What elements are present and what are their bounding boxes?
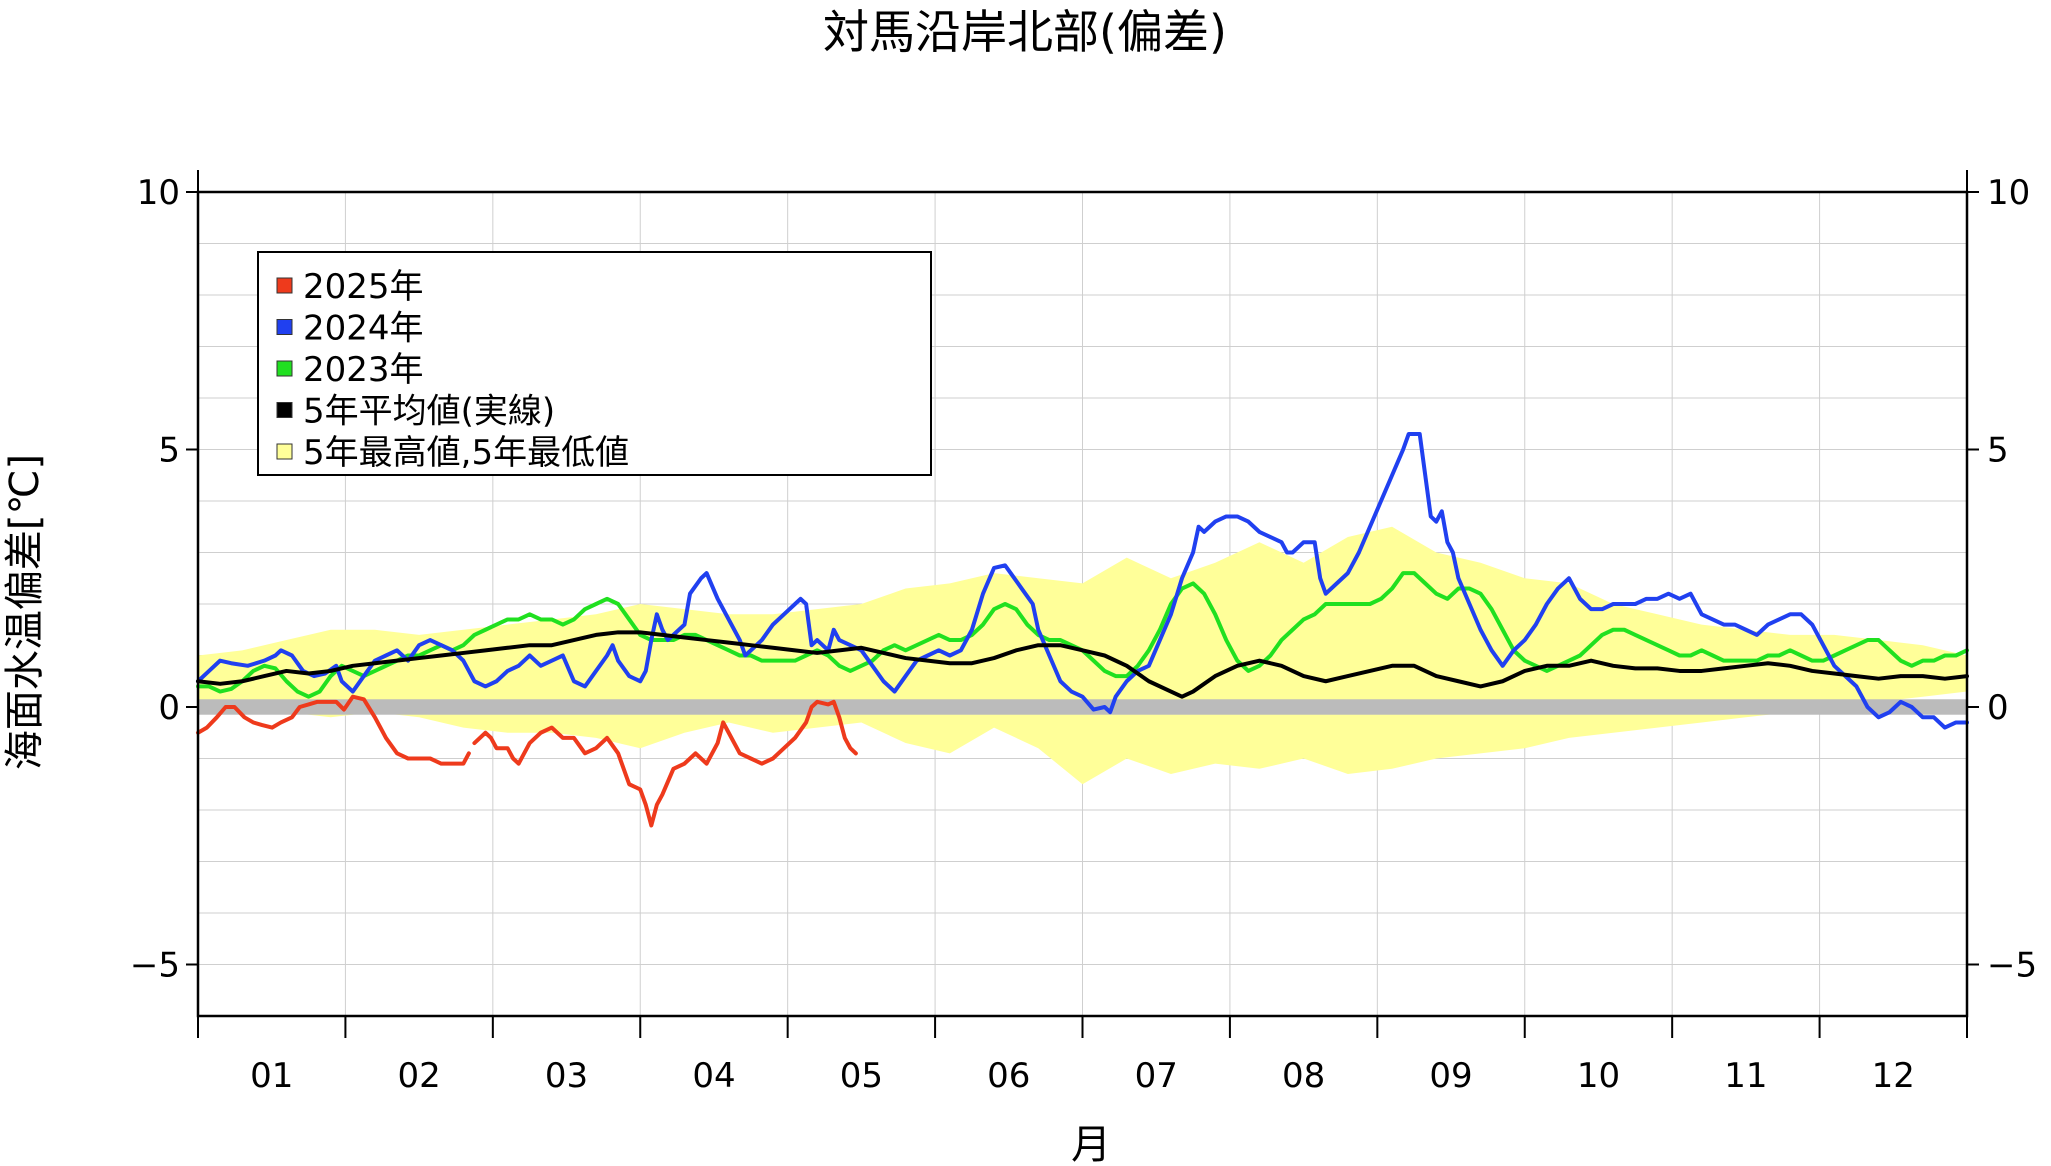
- legend-swatch: [276, 360, 293, 377]
- band-area: [198, 526, 1967, 785]
- series-line-3: [196, 630, 1969, 699]
- y-tick-label: −5: [130, 946, 180, 986]
- legend-swatch: [276, 443, 293, 460]
- axes: 10 10 5 5 0 0 −5 −5 01 02 03 04 05 06 07 08 09 10 11 12: [130, 170, 2037, 1096]
- legend-label: 5年最高値,5年最低値: [303, 433, 629, 473]
- y-tick-label-right: 10: [1987, 173, 2030, 213]
- series-line-0: [196, 694, 471, 766]
- x-tick-label: 11: [1724, 1056, 1767, 1096]
- x-tick-label: 03: [545, 1056, 588, 1096]
- x-tick-label: 07: [1135, 1056, 1178, 1096]
- legend-label: 2025年: [303, 267, 424, 307]
- series-line-0: [472, 699, 858, 828]
- series-line-1: [196, 432, 1969, 730]
- y-tick-label-right: 0: [1987, 688, 2009, 728]
- y-tick-label-right: 5: [1987, 431, 2009, 471]
- x-tick-label: 04: [692, 1056, 735, 1096]
- x-tick-label: 02: [397, 1056, 440, 1096]
- y-axis-label: 海面水温偏差[℃]: [2, 454, 48, 770]
- x-tick-label: 05: [840, 1056, 883, 1096]
- x-axis-label: 月: [1071, 1122, 1111, 1166]
- max-min-band: [198, 526, 1967, 785]
- x-tick-label: 06: [987, 1056, 1030, 1096]
- y-tick-label: 0: [158, 688, 180, 728]
- legend-label: 2024年: [303, 309, 424, 349]
- zero-line: [198, 699, 1967, 715]
- x-tick-label: 10: [1577, 1056, 1620, 1096]
- chart-title: 対馬沿岸北部(偏差): [823, 5, 1227, 59]
- y-tick-label: 10: [137, 173, 180, 213]
- x-tick-label: 12: [1872, 1056, 1915, 1096]
- legend-box: [257, 251, 932, 476]
- y-tick-label: 5: [158, 431, 180, 471]
- legend-label: 5年平均値(実線): [303, 392, 555, 432]
- x-tick-label: 09: [1429, 1056, 1472, 1096]
- series-lines: [196, 432, 1969, 828]
- zero-band: [198, 699, 1967, 715]
- legend-swatch: [276, 277, 293, 294]
- x-tick-label: 08: [1282, 1056, 1325, 1096]
- y-tick-label-right: −5: [1987, 946, 2037, 986]
- x-tick-label: 01: [250, 1056, 293, 1096]
- legend-swatch: [276, 402, 293, 418]
- legend-swatch: [276, 319, 293, 335]
- legend-label: 2023年: [303, 350, 424, 390]
